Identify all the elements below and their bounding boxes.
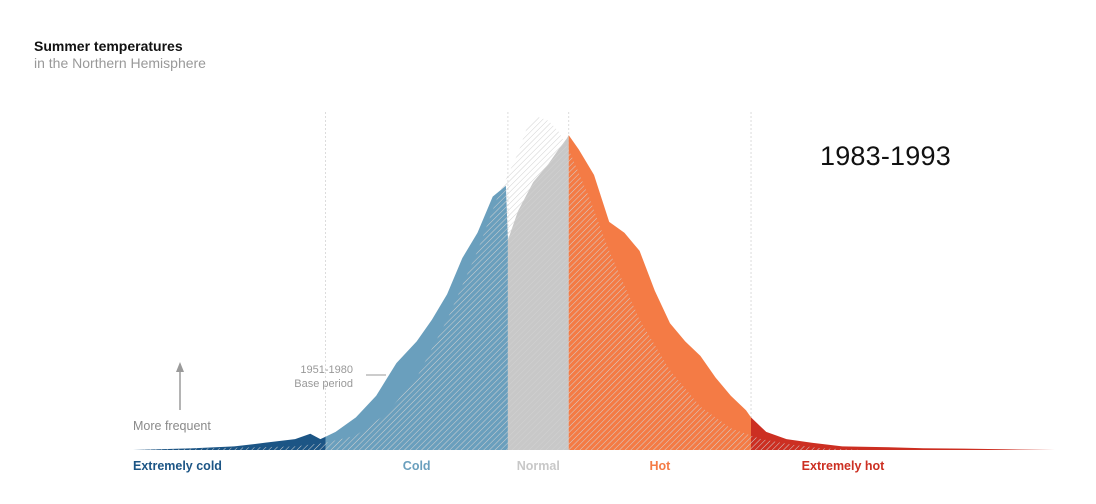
category-labels: Extremely cold Cold Normal Hot Extremely hot bbox=[133, 459, 885, 473]
chart-subtitle: in the Northern Hemisphere bbox=[34, 55, 206, 71]
base-period-label: Base period bbox=[294, 378, 353, 390]
category-label-cold: Cold bbox=[403, 459, 431, 473]
arrow-up-icon bbox=[176, 362, 184, 372]
base-period-years: 1951-1980 bbox=[300, 364, 353, 376]
chart-title-block: Summer temperatures in the Northern Hemi… bbox=[34, 38, 206, 72]
category-label-extremely-cold: Extremely cold bbox=[133, 459, 222, 473]
base-period-area bbox=[133, 117, 1055, 450]
annotations: More frequent 1951-1980 Base period bbox=[133, 362, 386, 433]
category-label-normal: Normal bbox=[517, 459, 560, 473]
category-label-extremely-hot: Extremely hot bbox=[802, 459, 886, 473]
chart-title: Summer temperatures bbox=[34, 38, 183, 54]
area-extremely-cold bbox=[133, 433, 326, 450]
period-label: 1983-1993 bbox=[820, 141, 951, 171]
more-frequent-label: More frequent bbox=[133, 419, 211, 433]
area-extremely-hot bbox=[751, 417, 1055, 450]
category-label-hot: Hot bbox=[649, 459, 671, 473]
base-period-overlay bbox=[133, 117, 1055, 450]
